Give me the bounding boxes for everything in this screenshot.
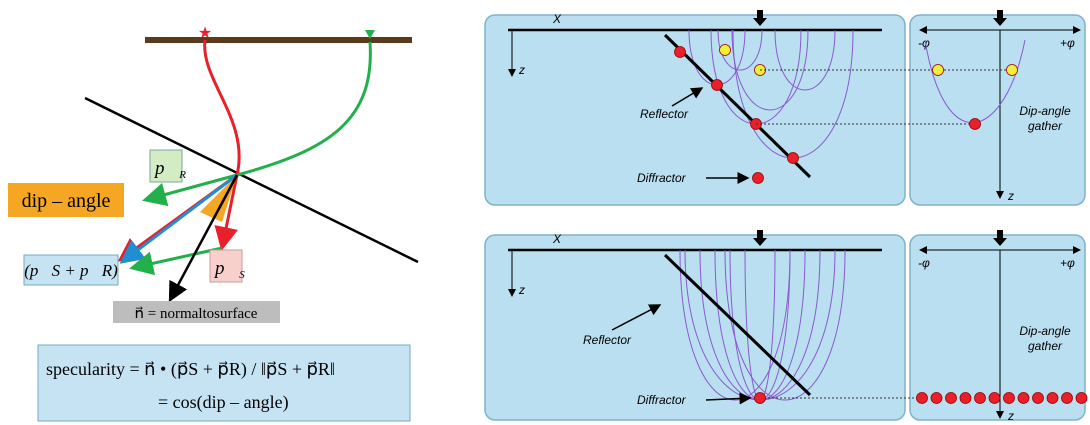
gather-point	[1076, 393, 1087, 404]
diffractor-label: Diffractor	[637, 171, 687, 185]
gather-plus-phi: +φ	[1060, 36, 1075, 50]
gather-z-label: z	[1007, 409, 1014, 423]
gather-point	[975, 393, 986, 404]
gather-point	[1007, 65, 1018, 76]
x-axis-label: X	[552, 12, 562, 26]
normal-label: n⃗ = normaltosurface	[135, 306, 258, 322]
x-axis-label: X	[552, 232, 562, 246]
receiver-ray	[237, 42, 370, 175]
top-panels	[485, 15, 1085, 205]
gather-title: Dip-angle	[1019, 324, 1071, 338]
gather-point	[1033, 393, 1044, 404]
gather-point	[1004, 393, 1015, 404]
diffractor-point	[753, 173, 764, 184]
gather-point	[970, 119, 981, 130]
formula-line-1: specularity = n⃗ • (p⃗S + p⃗R) / ‖p⃗S + …	[46, 359, 335, 380]
reflector-point	[712, 80, 723, 91]
ps-symbol: p⃗	[213, 258, 239, 279]
gather-point	[946, 393, 957, 404]
pr-shifted	[132, 248, 222, 268]
reflector-point	[788, 153, 799, 164]
reflector-point	[675, 47, 686, 58]
z-axis-label: z	[518, 283, 525, 297]
gather-plus-phi: +φ	[1060, 256, 1075, 270]
gather-point	[1047, 393, 1058, 404]
bottom-section-panel	[485, 235, 905, 420]
pr-symbol: p⃗	[153, 158, 179, 179]
gather-point	[960, 393, 971, 404]
gather-point	[1062, 393, 1073, 404]
reflector-label: Reflector	[583, 333, 632, 347]
gather-title: gather	[1028, 119, 1063, 133]
gather-point	[931, 393, 942, 404]
left-diagram: ★ dip – angle p⃗R p⃗S (p⃗S + p⃗R) n⃗ = n…	[8, 25, 418, 421]
gather-title: gather	[1028, 339, 1063, 353]
diagram: ★ dip – angle p⃗R p⃗S (p⃗S + p⃗R) n⃗ = n…	[0, 0, 1090, 425]
gather-minus-phi: -φ	[918, 36, 930, 50]
reflector-line	[85, 98, 418, 262]
specular-point	[720, 45, 731, 56]
formula-line-2: = cos(dip – angle)	[158, 392, 289, 413]
gather-point	[1018, 393, 1029, 404]
diffractor-label: Diffractor	[637, 393, 687, 407]
gather-point	[989, 393, 1000, 404]
gather-point	[933, 65, 944, 76]
gather-minus-phi: -φ	[918, 256, 930, 270]
gather-title: Dip-angle	[1019, 104, 1071, 118]
reflector-label: Reflector	[640, 107, 689, 121]
pr-sub: R	[178, 169, 186, 181]
sum-label: (p⃗S + p⃗R)	[24, 261, 118, 280]
diffractor-point	[755, 393, 766, 404]
dip-angle-label: dip – angle	[22, 190, 111, 212]
gather-z-label: z	[1007, 189, 1014, 203]
gather-point	[917, 393, 928, 404]
source: ★	[198, 25, 212, 42]
ps-sub: S	[239, 269, 245, 281]
z-axis-label: z	[518, 63, 525, 77]
top-section-panel	[485, 15, 905, 205]
